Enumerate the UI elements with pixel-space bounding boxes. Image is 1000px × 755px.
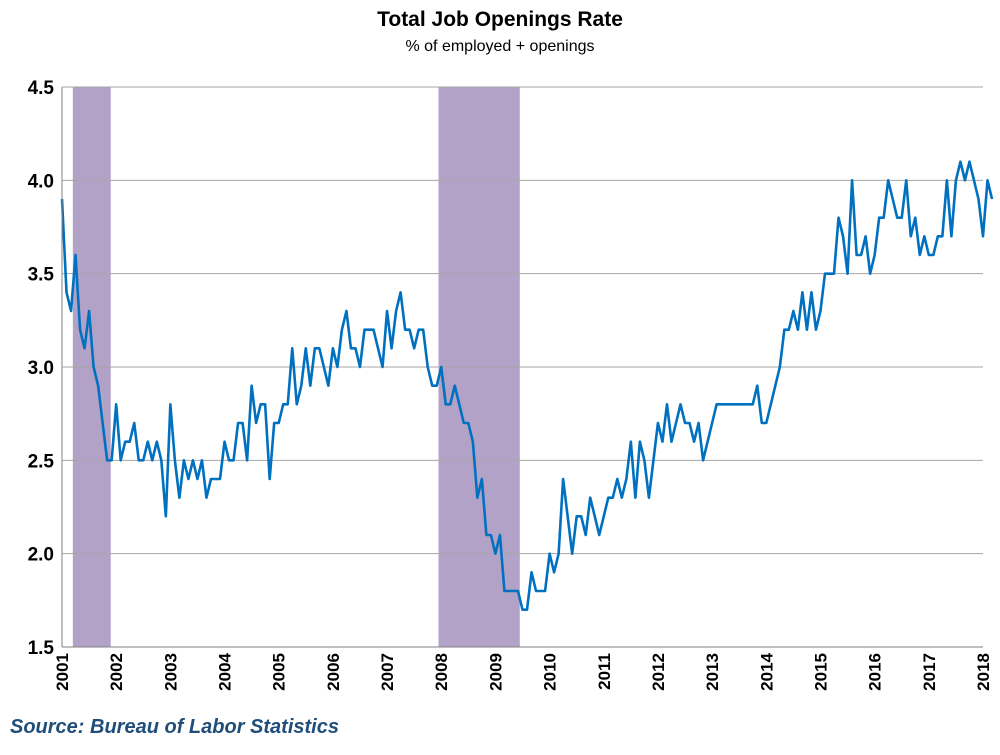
x-tick-labels: 2001 2002 2003 2004 2005 2006 2007 2008 2009 2010… (53, 652, 993, 690)
y-tick-label-6: 4.5 (28, 78, 55, 99)
x-tick-label-2014: 2014 (757, 652, 776, 690)
y-tick-label-1: 2.0 (28, 545, 54, 566)
x-tick-label-2009: 2009 (486, 653, 505, 691)
x-tick-label-2007: 2007 (378, 653, 397, 691)
y-tick-label-5: 4.0 (28, 171, 54, 192)
x-tick-label-2018: 2018 (974, 653, 993, 691)
y-tick-label-3: 3.0 (28, 358, 54, 379)
x-tick-label-2017: 2017 (920, 653, 939, 691)
x-tick-label-2002: 2002 (107, 653, 126, 691)
source-note: Source: Bureau of Labor Statistics (10, 716, 339, 738)
x-tick-label-2015: 2015 (812, 653, 831, 691)
series-line-1 (60, 160, 994, 611)
x-tick-label-2010: 2010 (541, 653, 560, 691)
y-tick-label-0: 1.5 (28, 638, 55, 659)
x-tick-label-2011: 2011 (595, 653, 614, 690)
x-tick-label-2005: 2005 (270, 653, 289, 691)
x-tick-label-2008: 2008 (432, 653, 451, 691)
x-tick-label-2003: 2003 (161, 653, 180, 691)
x-tick-label-2013: 2013 (703, 653, 722, 691)
gridlines (62, 86, 983, 555)
x-tick-label-2004: 2004 (216, 652, 235, 690)
x-tick-label-2001: 2001 (53, 653, 72, 691)
x-tick-label-2016: 2016 (866, 653, 885, 691)
axes (61, 87, 983, 648)
x-tick-label-2006: 2006 (324, 653, 343, 691)
y-tick-label-2: 2.5 (28, 451, 55, 472)
chart-subtitle: % of employed + openings (405, 38, 595, 55)
x-tick-label-2012: 2012 (649, 653, 668, 691)
y-tick-labels: 1.5 2.0 2.5 3.0 3.5 4.0 4.5 (28, 78, 55, 659)
chart-title: Total Job Openings Rate (377, 8, 623, 31)
y-tick-label-4: 3.5 (28, 265, 55, 286)
series-layer (60, 160, 994, 611)
